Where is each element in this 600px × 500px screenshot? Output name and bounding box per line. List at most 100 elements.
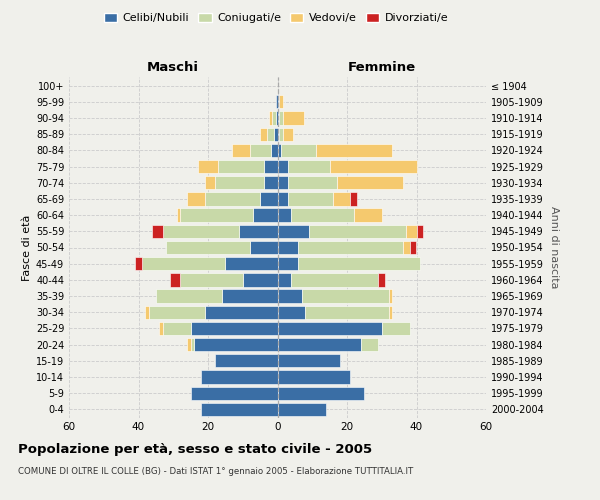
Bar: [215, 176, 263, 190]
Bar: [283, 128, 293, 141]
Bar: [163, 322, 191, 335]
Bar: [298, 257, 420, 270]
Bar: [277, 112, 279, 124]
Bar: [205, 306, 277, 319]
Bar: [277, 322, 382, 335]
Bar: [302, 290, 389, 302]
Bar: [253, 208, 277, 222]
Bar: [205, 176, 215, 190]
Text: Popolazione per età, sesso e stato civile - 2005: Popolazione per età, sesso e stato civil…: [18, 442, 372, 456]
Bar: [260, 128, 267, 141]
Bar: [329, 160, 416, 173]
Bar: [298, 241, 403, 254]
Bar: [187, 192, 205, 205]
Bar: [215, 354, 277, 368]
Bar: [277, 144, 281, 157]
Bar: [135, 257, 142, 270]
Bar: [277, 208, 292, 222]
Bar: [316, 144, 392, 157]
Bar: [389, 290, 392, 302]
Bar: [403, 241, 410, 254]
Bar: [283, 112, 304, 124]
Bar: [263, 176, 277, 190]
Bar: [232, 144, 250, 157]
Bar: [180, 273, 243, 286]
Bar: [152, 224, 163, 238]
Bar: [145, 306, 149, 319]
Bar: [205, 192, 260, 205]
Bar: [260, 192, 277, 205]
Bar: [361, 338, 378, 351]
Bar: [243, 273, 277, 286]
Bar: [281, 144, 316, 157]
Bar: [288, 176, 337, 190]
Bar: [177, 208, 180, 222]
Bar: [389, 306, 392, 319]
Y-axis label: Anni di nascita: Anni di nascita: [549, 206, 559, 288]
Bar: [201, 403, 277, 416]
Bar: [277, 257, 298, 270]
Bar: [201, 370, 277, 384]
Bar: [166, 241, 250, 254]
Bar: [274, 128, 277, 141]
Bar: [142, 257, 226, 270]
Bar: [277, 354, 340, 368]
Bar: [406, 224, 416, 238]
Bar: [277, 160, 288, 173]
Bar: [276, 95, 277, 108]
Bar: [292, 208, 354, 222]
Bar: [263, 160, 277, 173]
Bar: [279, 95, 283, 108]
Bar: [277, 386, 364, 400]
Bar: [191, 386, 277, 400]
Bar: [250, 241, 277, 254]
Bar: [309, 224, 406, 238]
Bar: [239, 224, 277, 238]
Bar: [163, 224, 239, 238]
Bar: [277, 290, 302, 302]
Bar: [305, 306, 389, 319]
Bar: [226, 257, 277, 270]
Bar: [276, 112, 277, 124]
Bar: [277, 370, 350, 384]
Bar: [277, 338, 361, 351]
Bar: [378, 273, 385, 286]
Bar: [271, 144, 277, 157]
Bar: [170, 273, 180, 286]
Text: COMUNE DI OLTRE IL COLLE (BG) - Dati ISTAT 1° gennaio 2005 - Elaborazione TUTTIT: COMUNE DI OLTRE IL COLLE (BG) - Dati IST…: [18, 468, 413, 476]
Bar: [269, 112, 272, 124]
Bar: [337, 176, 403, 190]
Bar: [267, 128, 274, 141]
Bar: [277, 192, 288, 205]
Bar: [277, 176, 288, 190]
Bar: [156, 290, 222, 302]
Bar: [191, 338, 194, 351]
Bar: [180, 208, 253, 222]
Legend: Celibi/Nubili, Coniugati/e, Vedovi/e, Divorziati/e: Celibi/Nubili, Coniugati/e, Vedovi/e, Di…: [100, 8, 452, 28]
Bar: [354, 208, 382, 222]
Bar: [333, 192, 350, 205]
Bar: [279, 128, 283, 141]
Bar: [191, 322, 277, 335]
Bar: [277, 306, 305, 319]
Bar: [382, 322, 410, 335]
Bar: [279, 112, 283, 124]
Bar: [277, 224, 309, 238]
Bar: [194, 338, 277, 351]
Text: Maschi: Maschi: [147, 62, 199, 74]
Text: Femmine: Femmine: [347, 62, 416, 74]
Bar: [250, 144, 271, 157]
Y-axis label: Fasce di età: Fasce di età: [22, 214, 32, 280]
Bar: [277, 273, 292, 286]
Bar: [160, 322, 163, 335]
Bar: [350, 192, 358, 205]
Bar: [277, 241, 298, 254]
Bar: [277, 95, 279, 108]
Bar: [277, 403, 326, 416]
Bar: [222, 290, 277, 302]
Bar: [410, 241, 416, 254]
Bar: [197, 160, 218, 173]
Bar: [272, 112, 276, 124]
Bar: [149, 306, 205, 319]
Bar: [416, 224, 424, 238]
